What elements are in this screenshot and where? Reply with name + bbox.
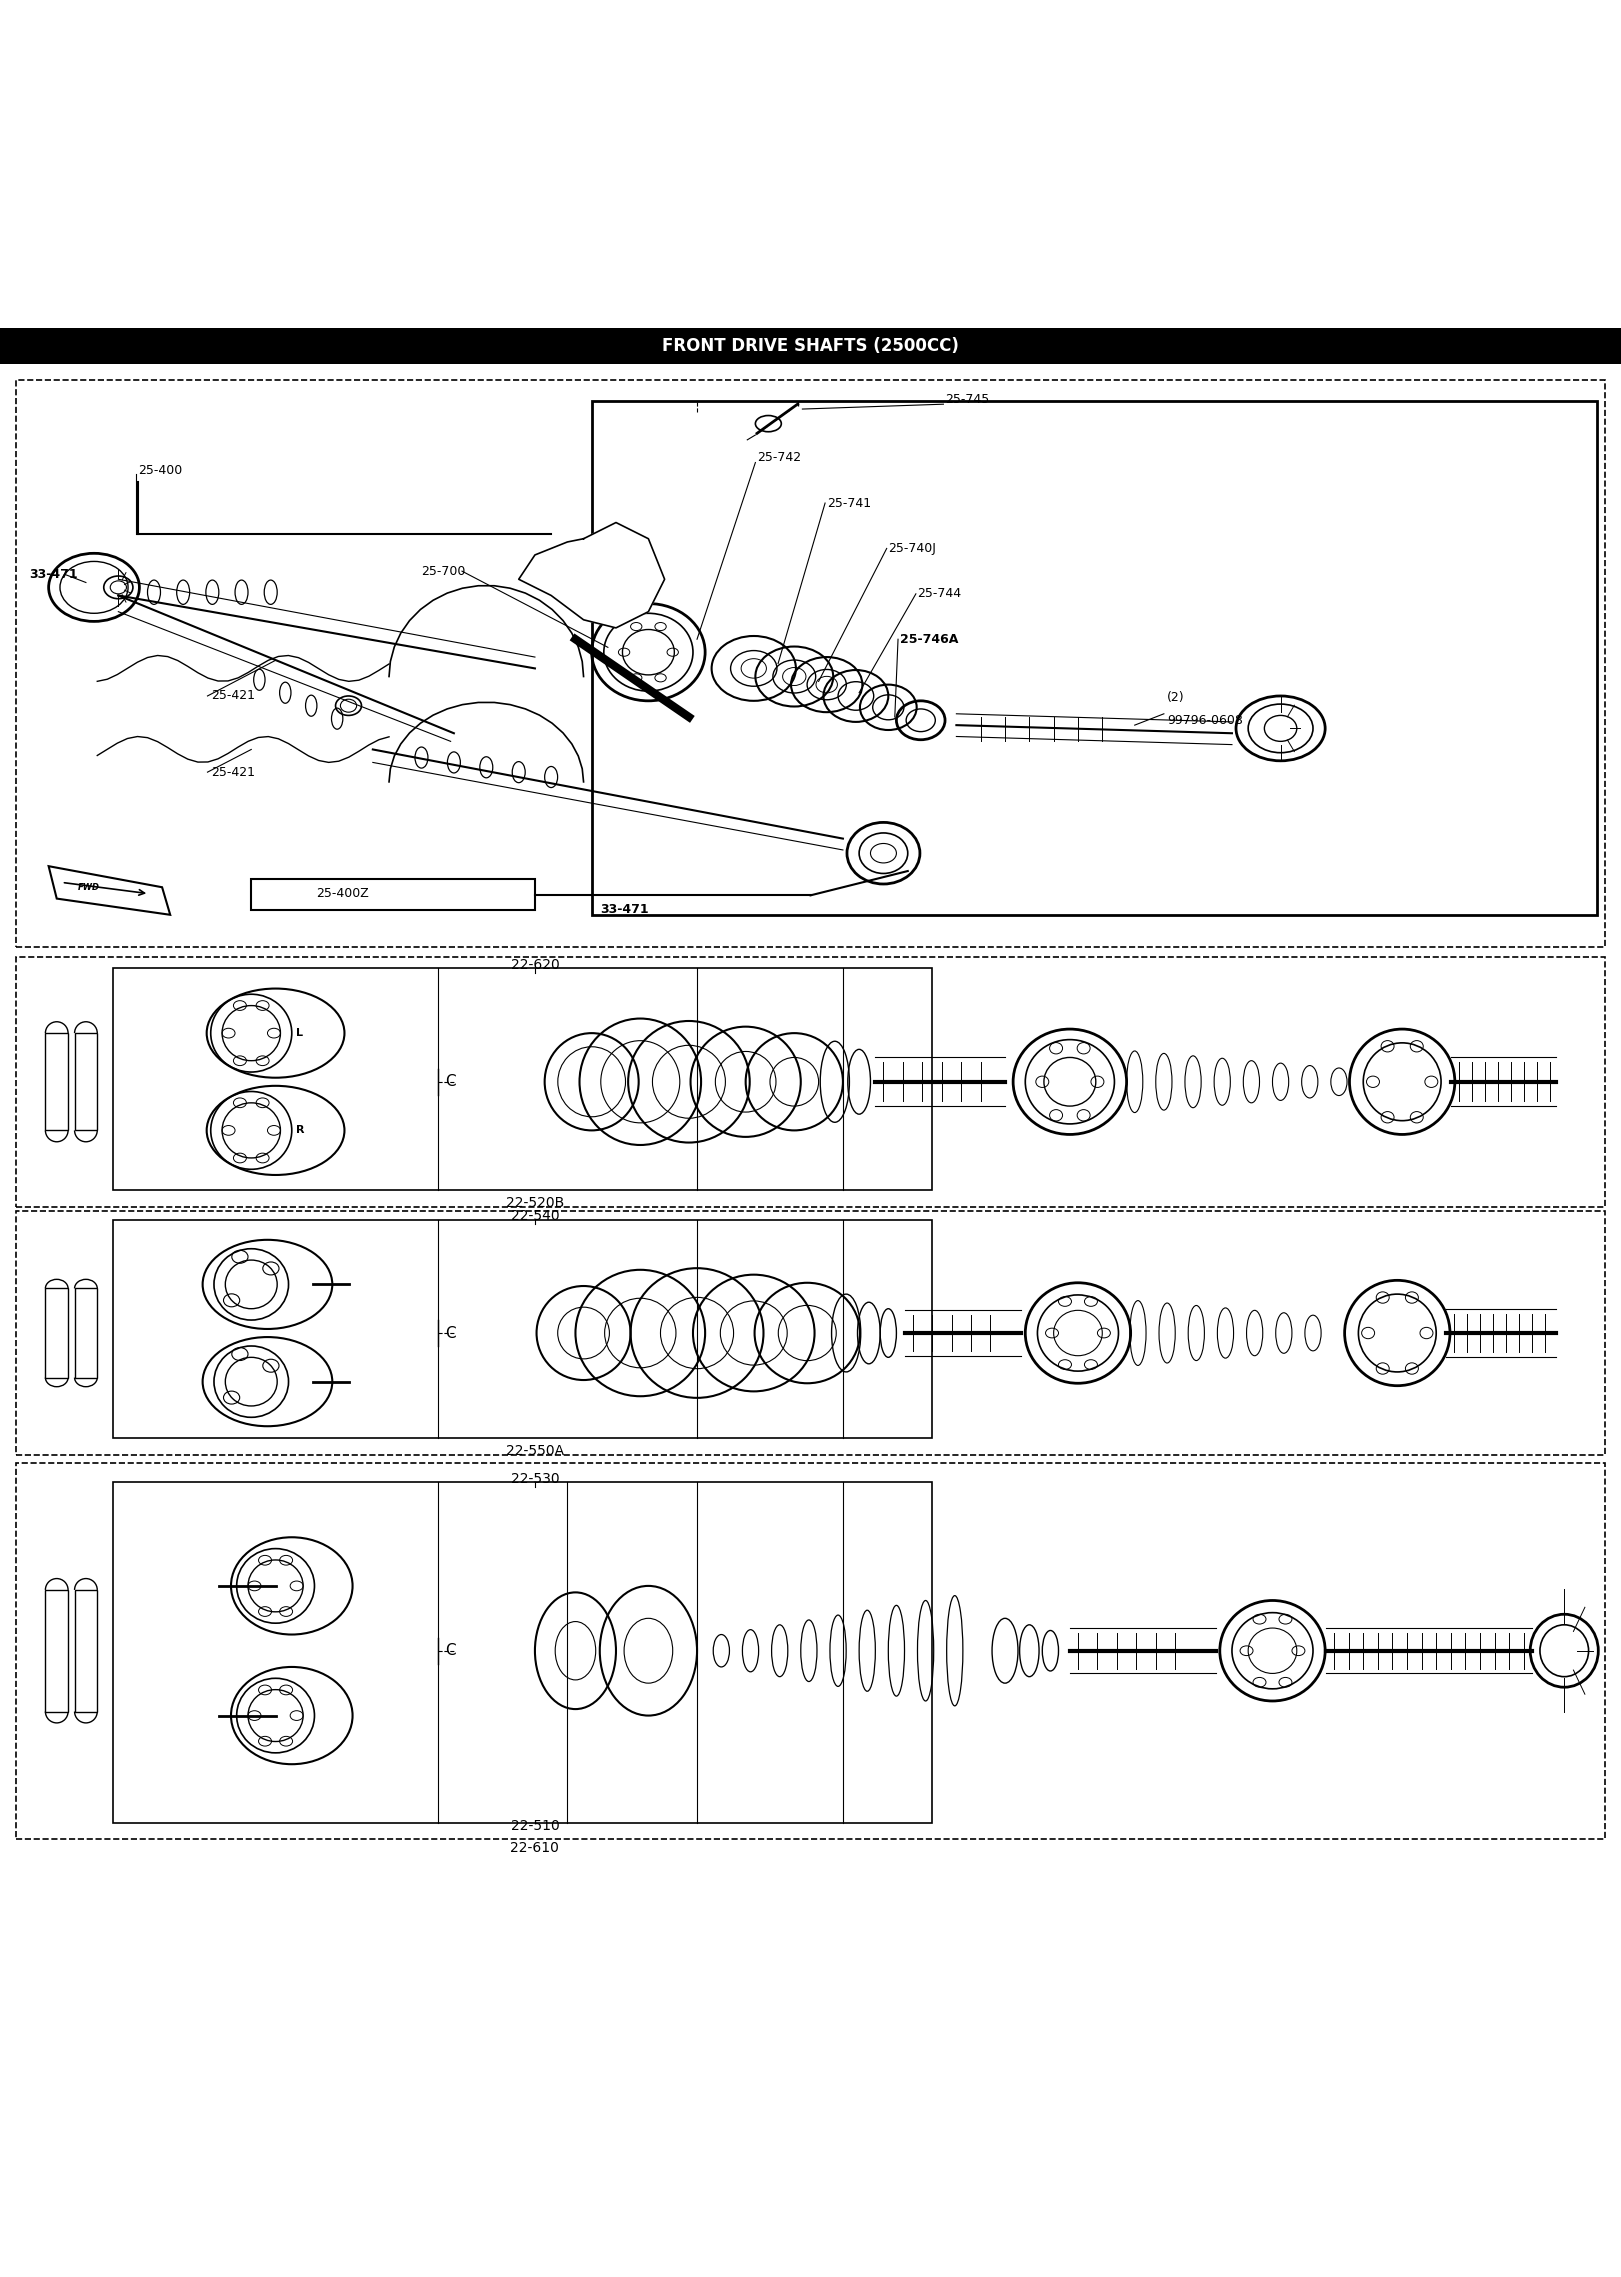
Text: 22-510: 22-510: [511, 1819, 559, 1833]
Text: 25-741: 25-741: [827, 496, 870, 510]
Bar: [0, 328, 1621, 364]
Text: 33-471: 33-471: [600, 904, 648, 915]
Text: 25-746A: 25-746A: [900, 633, 958, 647]
Text: FRONT DRIVE SHAFTS (2500CC): FRONT DRIVE SHAFTS (2500CC): [661, 337, 960, 355]
Text: 22-550A: 22-550A: [506, 1444, 564, 1457]
Text: 22-620: 22-620: [511, 959, 559, 972]
Text: 25-740J: 25-740J: [888, 542, 937, 556]
Text: C: C: [446, 1325, 456, 1341]
Text: R: R: [295, 1125, 305, 1136]
Text: 25-700: 25-700: [421, 565, 465, 578]
Bar: [16, 1211, 1605, 1455]
Text: C: C: [446, 1075, 456, 1088]
Text: (2): (2): [1167, 692, 1185, 704]
Bar: [75, 1034, 97, 1129]
Text: 22-530: 22-530: [511, 1471, 559, 1487]
Text: 99796-0608: 99796-0608: [1167, 713, 1243, 726]
Polygon shape: [519, 521, 665, 628]
Text: 25-421: 25-421: [211, 765, 254, 779]
Bar: [45, 1289, 68, 1378]
Bar: [16, 380, 1605, 947]
Text: 25-400: 25-400: [138, 465, 182, 478]
Text: 33-471: 33-471: [29, 567, 78, 581]
Bar: [45, 1589, 68, 1712]
Bar: [113, 968, 932, 1191]
Text: 25-421: 25-421: [211, 690, 254, 704]
Text: C: C: [446, 1644, 456, 1658]
Text: FWD: FWD: [78, 883, 101, 893]
Text: 22-520B: 22-520B: [506, 1195, 564, 1211]
Text: 22-610: 22-610: [511, 1842, 559, 1856]
Bar: [75, 1589, 97, 1712]
Polygon shape: [49, 865, 170, 915]
Bar: [75, 1289, 97, 1378]
Bar: [16, 1462, 1605, 1840]
Text: 25-742: 25-742: [757, 451, 801, 465]
Bar: [251, 879, 535, 911]
Bar: [16, 956, 1605, 1207]
Text: 22-540: 22-540: [511, 1209, 559, 1223]
Bar: [592, 401, 1597, 915]
Text: 25-744: 25-744: [917, 587, 961, 601]
Bar: [113, 1220, 932, 1439]
Bar: [45, 1034, 68, 1129]
Text: L: L: [297, 1029, 303, 1038]
Text: 25-745: 25-745: [945, 394, 989, 405]
Bar: [113, 1482, 932, 1822]
Text: 25-400Z: 25-400Z: [316, 888, 370, 899]
